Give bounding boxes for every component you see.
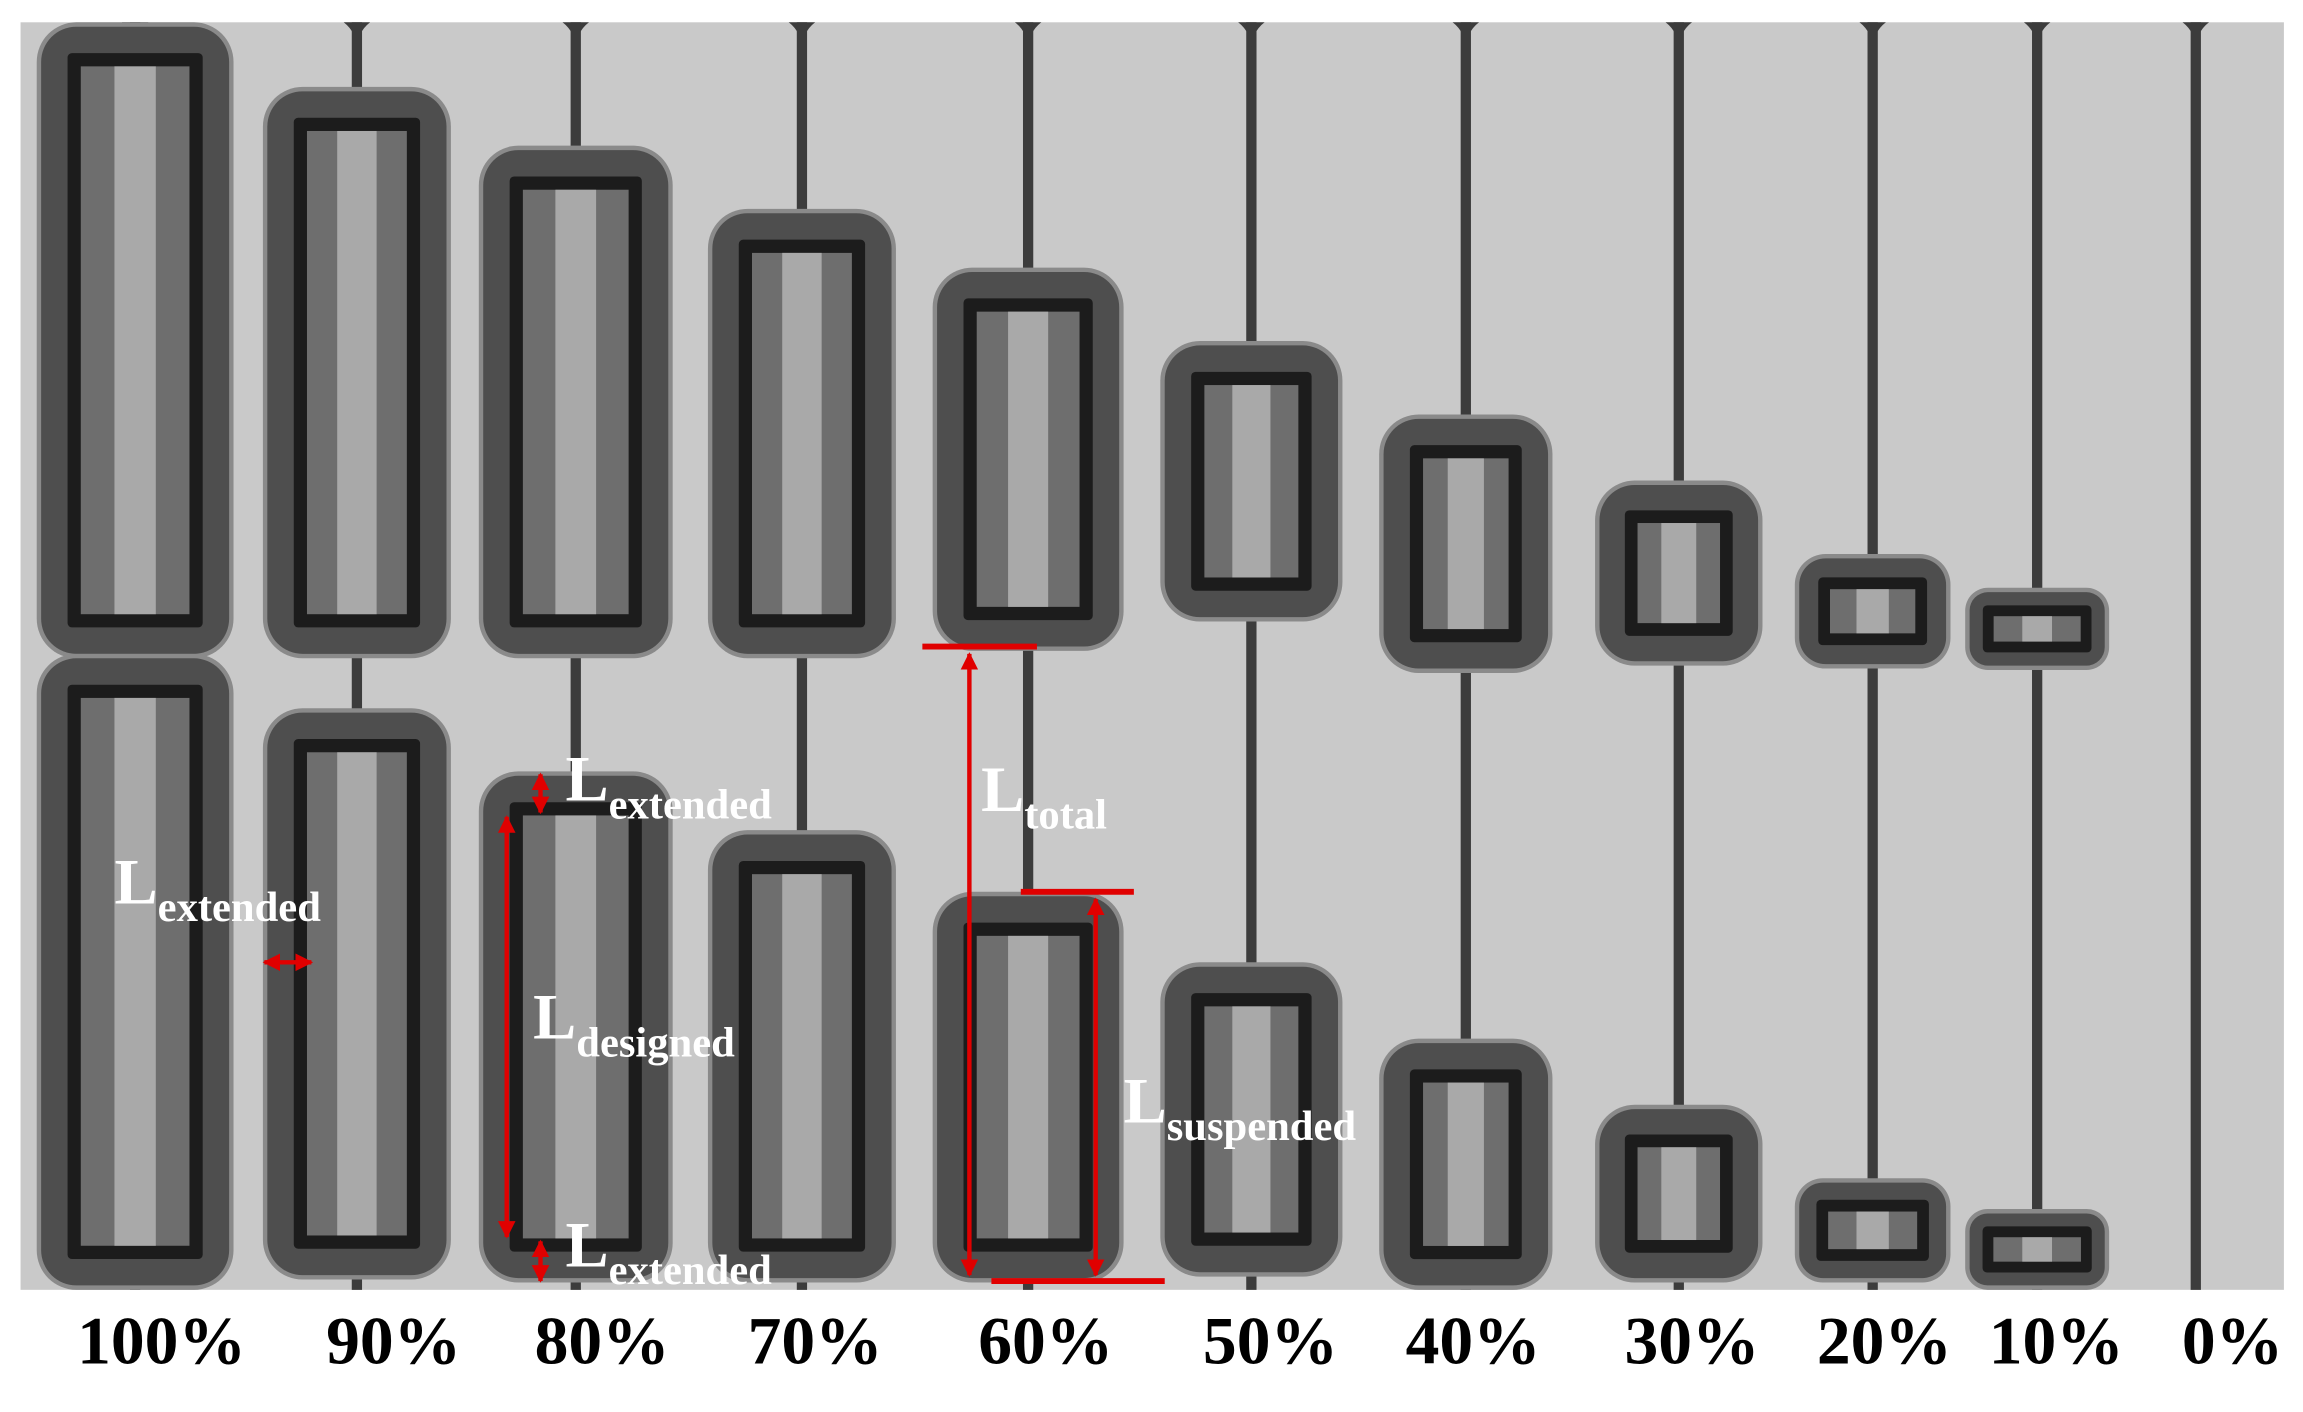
beam: [114, 66, 156, 615]
symbol: L: [565, 1208, 608, 1280]
beam: [1661, 1147, 1697, 1241]
beam: [337, 130, 377, 615]
column-label: 40%: [1406, 1303, 1541, 1378]
annotation: Lextended: [115, 846, 322, 932]
rod-flare: [343, 22, 371, 51]
column-label: 70%: [748, 1303, 883, 1378]
column-label: 20%: [1817, 1303, 1952, 1378]
rod-flare: [2023, 22, 2051, 51]
symbol: L: [533, 981, 576, 1053]
symbol: L: [115, 846, 158, 918]
beam: [1232, 385, 1271, 578]
rod-flare: [788, 22, 816, 51]
subscript: total: [1024, 792, 1107, 839]
column-label: 90%: [326, 1303, 461, 1378]
beam: [1008, 311, 1049, 607]
annotation: Lsuspended: [1124, 1064, 1357, 1150]
beam: [1232, 1006, 1271, 1233]
column-label: 0%: [2182, 1303, 2283, 1378]
subscript: extended: [609, 781, 773, 828]
rod-flare: [1452, 22, 1480, 51]
subscript: extended: [609, 1247, 773, 1294]
beam: [337, 752, 377, 1236]
subscript: suspended: [1167, 1103, 1357, 1150]
subscript: designed: [576, 1019, 735, 1066]
beam: [1447, 458, 1484, 630]
annotations: Lextended Lextended Ltotal Ldesigned Lsu…: [115, 743, 1357, 1294]
rod-flare: [1859, 22, 1886, 51]
beam: [1661, 523, 1697, 624]
rod-flare: [1238, 22, 1265, 51]
beam: [782, 252, 822, 615]
annotation: Ltotal: [981, 753, 1107, 839]
subscript: extended: [158, 884, 322, 931]
beam: [2022, 1237, 2053, 1262]
beam: [1008, 935, 1049, 1239]
beam: [2022, 616, 2053, 642]
beam: [1856, 1211, 1889, 1250]
annotation: Lextended: [565, 743, 772, 829]
structures: [36, 22, 2209, 1290]
annotation: Ldesigned: [533, 981, 735, 1067]
red-markers: [262, 643, 1165, 1284]
beam: [114, 697, 156, 1246]
column-label: 100%: [77, 1303, 246, 1378]
beam: [782, 874, 822, 1239]
beam: [1856, 589, 1889, 634]
column-label: 60%: [978, 1303, 1113, 1378]
rod-flare: [562, 22, 589, 51]
symbol: L: [1124, 1064, 1167, 1136]
column-labels: 100% 90% 80% 70% 60% 50% 40% 30% 20% 10% 0%: [77, 1303, 2283, 1378]
column-label: 50%: [1203, 1303, 1338, 1378]
rod-flare: [1014, 22, 1042, 51]
beam: [1447, 1082, 1484, 1246]
beam: [555, 815, 597, 1239]
column-label: 30%: [1624, 1303, 1759, 1378]
column-label: 80%: [535, 1303, 670, 1378]
annotation: Lextended: [565, 1208, 772, 1294]
beam: [555, 189, 597, 615]
symbol: L: [565, 743, 608, 815]
column-label: 10%: [1989, 1303, 2124, 1378]
symbol: L: [981, 753, 1024, 825]
rod-flare: [1665, 22, 1692, 51]
rod-flare: [2182, 22, 2209, 51]
